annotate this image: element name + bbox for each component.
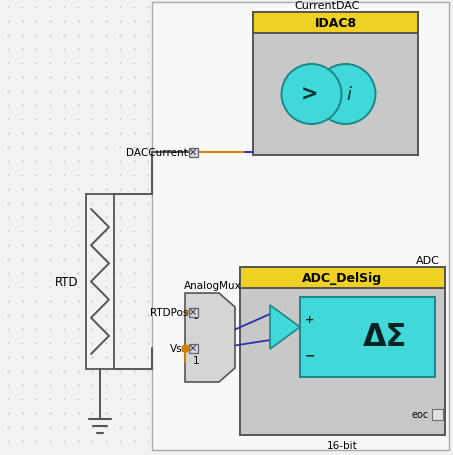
Text: −: −	[305, 349, 315, 362]
Text: eoc: eoc	[412, 410, 429, 420]
Text: DACCurrent: DACCurrent	[126, 148, 188, 157]
Bar	[152, 3, 449, 450]
Text: +: +	[305, 314, 315, 324]
Polygon shape	[185, 293, 235, 382]
Text: 16-bit: 16-bit	[327, 440, 358, 450]
Text: AnalogMux: AnalogMux	[184, 280, 242, 290]
Text: ΔΣ: ΔΣ	[363, 323, 408, 352]
Bar	[188, 148, 198, 157]
Circle shape	[281, 65, 342, 125]
Text: IDAC8: IDAC8	[314, 17, 357, 30]
Bar	[240, 268, 445, 435]
Bar	[432, 409, 443, 420]
Bar	[253, 13, 418, 34]
Text: >: >	[301, 85, 318, 105]
Text: ADC_DelSig: ADC_DelSig	[303, 271, 383, 284]
Circle shape	[315, 65, 376, 125]
Polygon shape	[270, 305, 300, 349]
Text: 0: 0	[193, 310, 199, 320]
Text: RTDPos: RTDPos	[149, 307, 188, 317]
Text: i: i	[346, 86, 351, 104]
Text: Vss: Vss	[170, 343, 188, 353]
Text: CurrentDAC: CurrentDAC	[295, 1, 360, 11]
Text: ADC: ADC	[416, 255, 440, 265]
Bar	[188, 308, 198, 317]
Bar	[240, 268, 445, 288]
Bar	[188, 344, 198, 353]
Bar	[300, 298, 435, 377]
Bar	[86, 195, 114, 369]
Text: 1: 1	[193, 355, 199, 365]
Bar	[253, 13, 418, 156]
Text: RTD: RTD	[54, 275, 78, 288]
